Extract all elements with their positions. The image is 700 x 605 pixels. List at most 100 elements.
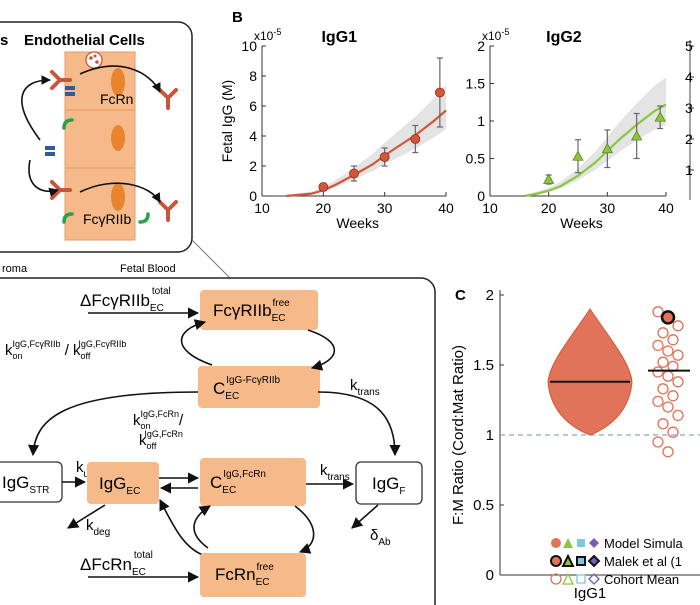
y-tick-label: 4 [685,69,693,85]
legend-marker [551,538,561,548]
y-tick-label: 2 [477,38,485,54]
data-point [410,134,421,144]
fcgr-free-node [200,290,318,330]
col-left-title: s [0,32,8,49]
c-fcrn-label: CECIgG,FcRn [210,469,266,496]
y-tick-label: 1.5 [466,76,486,92]
legend-marker [576,574,586,584]
x-tick-label: 30 [600,200,616,216]
fcgr-receptor-icon [62,118,150,224]
y-tick-label: 1 [477,113,485,129]
panel-b-label: B [232,9,243,26]
c-fcgr-label: CECIgG-FcγRIIb [213,375,281,402]
panel-a: s Endothelial Cells [0,21,231,279]
chart-title: IgG1 [321,29,357,46]
legend-label: Model Simula [604,536,684,551]
cohort-point [662,446,674,458]
data-point [318,182,329,192]
nucleus-2 [111,125,125,151]
y-tick-label: 2 [249,158,257,174]
cohort-point [662,370,674,382]
y-tick-label: 0 [486,567,494,584]
cohort-point [667,390,679,402]
fcgr-free-label: FcγRIIbECfree [213,298,290,324]
ktrans-mid: ktrans [320,462,350,483]
model-violin [547,308,633,436]
delta-ab-label: δAb [370,527,391,548]
c-fcgr-node [198,366,320,408]
fcgr-label: FcγRIIb [83,211,131,227]
y-tick-label: 1 [685,162,693,178]
y-tick-label: 0.5 [466,151,486,167]
cohort-point [657,327,669,339]
data-point [654,111,666,122]
cohort-point [652,339,664,352]
cohort-point [672,376,684,388]
data-point [542,173,555,184]
endothelial-cells [64,51,136,241]
igg-f-label: IgGF [372,474,406,497]
y-tick-label: 6 [249,98,257,114]
cohort-point [652,366,664,378]
cohort-point [672,409,684,422]
y-axis-label: Fetal IgG (M) [219,80,235,162]
data-point [434,87,445,98]
y-tick-label: 0 [477,188,485,204]
cohort-point [657,383,669,395]
y-tick-label: 2 [685,131,693,147]
chart-ratio: 00.511.52F:M Ratio (Cord:Mat Ratio)IgG1M… [450,287,700,602]
igg-str-label: IgGSTR [2,473,49,496]
legend-label: Malek et al (1 [604,554,682,569]
model-line [286,109,447,198]
cohort-point [672,320,684,332]
igg-ec-node [87,462,159,504]
y-tick-label: 8 [249,68,257,84]
delta-fcrn-total: ΔFcRnECtotal [80,550,153,578]
y-tick-label: 1.5 [473,357,494,374]
delta-fcgr-total: ΔFcγRIIbECtotal [80,286,171,314]
chart-title: IgG2 [546,29,582,46]
legend-marker [561,572,575,585]
cohort-point [672,349,684,361]
chart-partial-right: 5 4 3 2 1 [685,38,694,200]
legend-marker [587,554,601,568]
x-axis-label: IgG1 [574,585,607,602]
legend-marker [561,553,575,567]
cohort-point [667,334,679,346]
legend-marker [550,555,562,567]
cohort-point [657,356,669,368]
fcrn-label: FcRn [100,91,133,107]
x-tick-label: 10 [482,200,498,216]
panel-c-label: C [455,287,466,304]
y-tick-label: 4 [249,128,257,144]
x-axis-label: Weeks [336,215,379,231]
y-exponent: x10-5 [482,27,509,43]
c-fcrn-node [200,458,306,506]
cohort-point [662,345,674,357]
legend-marker [589,538,599,548]
kinetic-schematic: ΔFcγRIIbECtotal FcγRIIbECfree konIgG,Fcγ… [0,277,436,605]
x-axis-label: Weeks [560,215,603,231]
nucleus-3 [111,183,125,211]
data-point [601,142,614,154]
legend-marker [588,573,600,585]
cohort-point [652,306,664,318]
col-right-title: Endothelial Cells [24,32,145,49]
model-line [524,103,667,198]
igg-ec-label: IgGEC [99,474,140,497]
y-tick-label: 0 [249,188,257,204]
x-tick-label: 10 [254,200,270,216]
stroma-label: roma [2,263,28,275]
y-tick-label: 2 [486,287,494,304]
x-tick-label: 20 [541,200,557,216]
legend-marker [576,556,586,566]
fetal-blood-label: Fetal Blood [120,263,176,275]
x-tick-label: 40 [438,200,454,216]
x-tick-label: 40 [658,200,674,216]
vesicle-icon [85,51,103,69]
koff-fcrn: koffIgG,FcRn [139,429,183,451]
y-tick-label: 0.5 [473,497,494,514]
cohort-point [667,426,679,438]
malek-point [660,310,676,325]
kdeg-label: kdeg [86,517,110,538]
